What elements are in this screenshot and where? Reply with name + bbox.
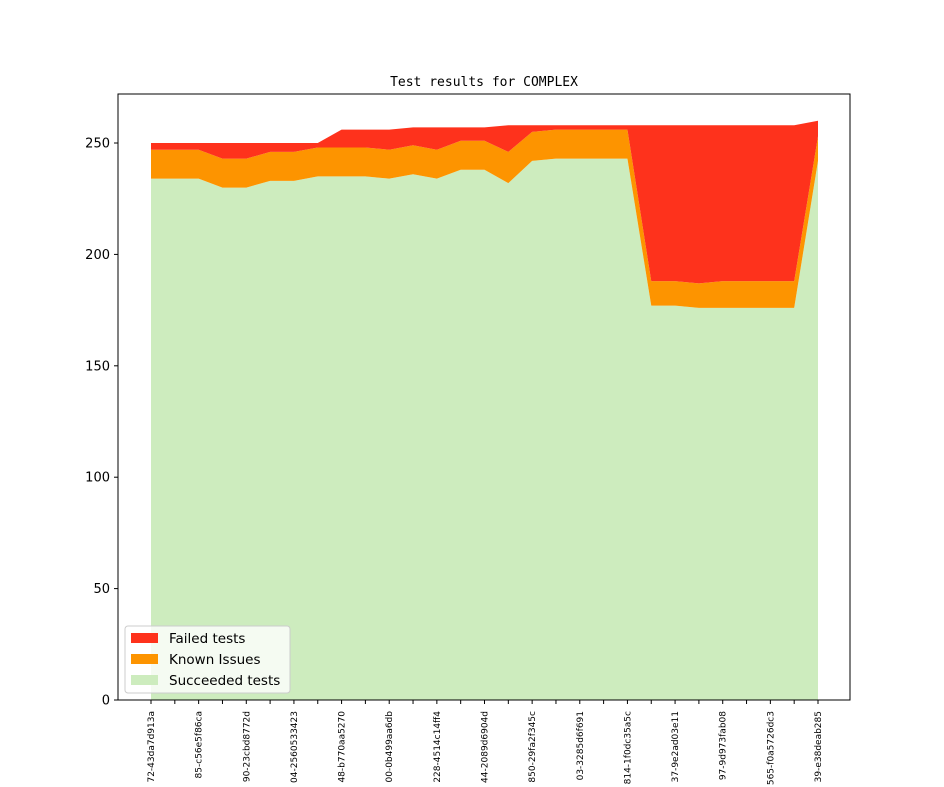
x-tick-label: 850-29fa2f345c: [528, 711, 538, 783]
legend: Failed tests Known Issues Succeeded tests: [124, 625, 291, 694]
x-tick-label: 97-9d973fab08: [719, 711, 729, 780]
y-axis: 0 50 100 150 200 250: [85, 137, 118, 709]
area-known-issues: [151, 129, 818, 308]
y-tick-label: 200: [85, 248, 110, 263]
legend-label: Known Issues: [169, 652, 261, 668]
legend-swatch: [131, 654, 158, 664]
x-tick-label: 44-2089d6904d: [481, 711, 491, 783]
x-tick-label: 85-c56e5f86ca: [195, 711, 205, 778]
y-tick-label: 0: [102, 694, 110, 709]
legend-box: [124, 625, 291, 694]
x-axis: 72-43da7d913a 85-c56e5f86ca 90-23cbd8772d 0…: [147, 700, 824, 785]
x-tick-label: 04-2560533423: [290, 711, 300, 783]
x-tick-label: 48-b770aa5270: [338, 711, 348, 783]
area-failed-tests: [151, 120, 818, 284]
chart-title: Test results for COMPLEX: [390, 75, 578, 90]
area-succeeded-tests: [151, 158, 818, 701]
y-tick-label: 150: [85, 359, 110, 374]
legend-label: Failed tests: [169, 631, 245, 647]
x-tick-label: 228-4514c14ff4: [433, 711, 443, 783]
x-tick-label: 00-0b499aa6db: [385, 711, 395, 783]
x-tick-label: 565-f0a5726dc3: [766, 711, 776, 785]
x-tick-label: 90-23cbd8772d: [242, 711, 252, 782]
y-tick-label: 50: [93, 582, 110, 597]
legend-label: Succeeded tests: [169, 673, 280, 689]
y-tick-label: 250: [85, 137, 110, 152]
x-tick-label: 72-43da7d913a: [147, 711, 157, 783]
x-tick-label: 39-e38deab285: [814, 711, 824, 782]
legend-swatch: [131, 633, 158, 643]
y-tick-label: 100: [85, 471, 110, 486]
area-series-layer: [151, 120, 818, 701]
x-tick-label: 03-3285d6f691: [576, 711, 586, 780]
legend-swatch: [131, 675, 158, 685]
x-tick-label: 37-9e2ad03e11: [671, 711, 681, 782]
x-tick-label: 814-1f0dc35a5c: [623, 711, 633, 784]
